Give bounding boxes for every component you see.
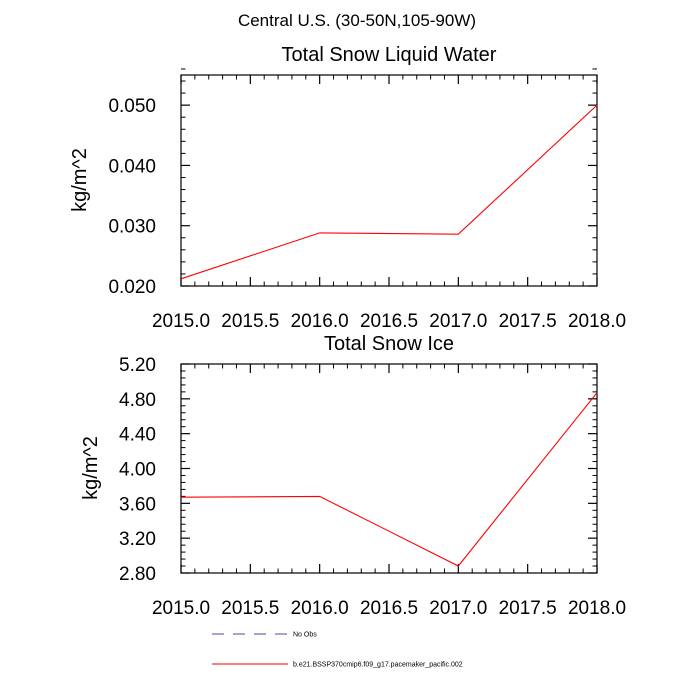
y-tick-label: 0.050	[108, 96, 156, 117]
y-tick-label: 0.030	[108, 217, 156, 238]
plot-frame	[180, 363, 598, 574]
x-tick-label: 2017.0	[429, 598, 487, 619]
series-line	[180, 392, 598, 567]
legend-item-no-obs: No Obs	[212, 632, 317, 639]
legend: No Obs b.e21.BSSP370cmip6.f09_g17.pacema…	[212, 632, 463, 669]
x-tick-label: 2015.0	[152, 311, 210, 332]
plot-area: 2015.0 2015.5 2016.0 2016.5 2017.0 2017.5 2018…	[108, 68, 626, 332]
chart-panel-total-snow-liquid-water: Total Snow Liquid Water kg/m^2 2015.0 201…	[69, 44, 626, 332]
y-tick-label: 3.20	[119, 529, 156, 550]
plot-frame	[180, 74, 598, 287]
x-tick-label: 2017.5	[499, 311, 557, 332]
y-axis-label: kg/m^2	[80, 436, 102, 500]
x-tick-label: 2018.0	[568, 311, 626, 332]
y-tick-label: 0.040	[108, 156, 156, 177]
plot-area: 2015.0 2015.5 2016.0 2016.5 2017.0 2017.5 2018…	[119, 355, 626, 619]
y-tick-label: 3.60	[119, 494, 156, 515]
x-tick-label: 2017.5	[499, 598, 557, 619]
chart-panel-total-snow-ice: Total Snow Ice kg/m^2 2015.0 2015.5 2016.0…	[80, 333, 626, 619]
legend-label: No Obs	[293, 632, 317, 639]
x-tick-label: 2016.0	[291, 598, 349, 619]
x-tick-label: 2018.0	[568, 598, 626, 619]
x-tick-label: 2015.5	[221, 311, 279, 332]
legend-item-model-run: b.e21.BSSP370cmip6.f09_g17.pacemaker_pac…	[212, 662, 463, 669]
y-tick-label: 2.80	[119, 564, 156, 585]
x-tick-label: 2017.0	[429, 311, 487, 332]
y-tick-label: 4.40	[119, 425, 156, 446]
legend-label: b.e21.BSSP370cmip6.f09_g17.pacemaker_pac…	[293, 662, 463, 669]
y-tick-label: 4.80	[119, 390, 156, 411]
x-tick-label: 2015.5	[221, 598, 279, 619]
y-axis-label: kg/m^2	[69, 148, 91, 212]
x-tick-label: 2016.5	[360, 311, 418, 332]
chart-title: Total Snow Ice	[324, 333, 454, 355]
figure-suptitle: Central U.S. (30-50N,105-90W)	[238, 11, 476, 30]
y-tick-label: 5.20	[119, 355, 156, 376]
y-tick-label: 4.00	[119, 460, 156, 481]
chart-title: Total Snow Liquid Water	[282, 44, 497, 66]
x-tick-label: 2016.0	[291, 311, 349, 332]
x-tick-label: 2015.0	[152, 598, 210, 619]
x-tick-label: 2016.5	[360, 598, 418, 619]
y-tick-label: 0.020	[108, 277, 156, 298]
series-line	[180, 104, 598, 280]
